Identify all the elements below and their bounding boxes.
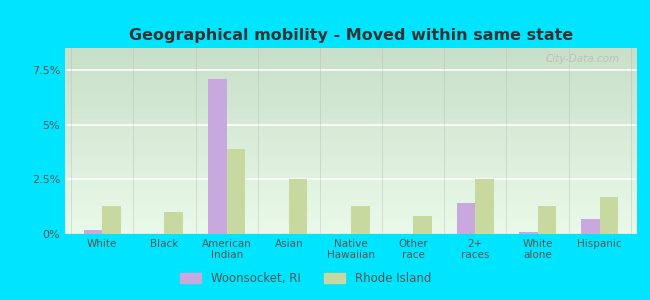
Bar xyxy=(475,179,494,234)
Bar xyxy=(413,217,432,234)
Bar xyxy=(289,179,307,234)
Bar xyxy=(102,206,121,234)
Bar xyxy=(538,206,556,234)
Text: City-Data.com: City-Data.com xyxy=(546,54,620,64)
Bar xyxy=(457,203,475,234)
Bar xyxy=(519,232,538,234)
Bar xyxy=(600,197,618,234)
Title: Geographical mobility - Moved within same state: Geographical mobility - Moved within sam… xyxy=(129,28,573,43)
Legend: Woonsocket, RI, Rhode Island: Woonsocket, RI, Rhode Island xyxy=(174,266,437,291)
Bar xyxy=(164,212,183,234)
Bar xyxy=(84,230,102,234)
Bar xyxy=(208,79,227,234)
Bar xyxy=(227,149,245,234)
Bar xyxy=(351,206,370,234)
Bar xyxy=(581,219,600,234)
